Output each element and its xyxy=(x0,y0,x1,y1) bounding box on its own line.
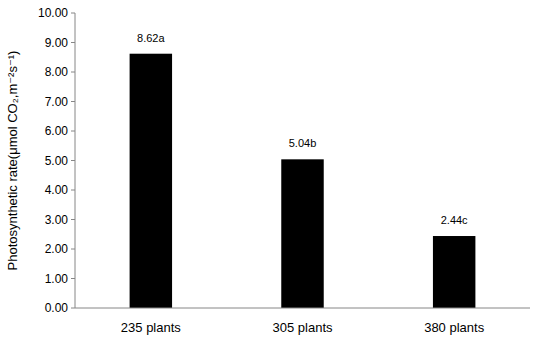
x-tick-label: 380 plants xyxy=(424,320,484,335)
y-tick xyxy=(71,190,75,191)
y-tick-label: 1.00 xyxy=(45,272,69,286)
data-label: 5.04b xyxy=(289,137,317,149)
y-tick-label: 0.00 xyxy=(45,301,69,315)
x-tick-label: 235 plants xyxy=(121,320,181,335)
y-tick-label: 2.00 xyxy=(45,242,69,256)
y-tick-label: 3.00 xyxy=(45,213,69,227)
data-label: 2.44c xyxy=(441,214,468,226)
y-tick xyxy=(71,72,75,73)
y-tick xyxy=(71,160,75,161)
y-tick xyxy=(71,42,75,43)
y-tick-label: 6.00 xyxy=(45,124,69,138)
bar xyxy=(281,159,323,308)
y-tick xyxy=(71,219,75,220)
x-tick-label: 305 plants xyxy=(273,320,333,335)
y-tick xyxy=(71,278,75,279)
y-tick-label: 7.00 xyxy=(45,95,69,109)
y-tick xyxy=(71,101,75,102)
bar xyxy=(130,54,172,308)
y-tick xyxy=(71,13,75,14)
y-tick-label: 4.00 xyxy=(45,183,69,197)
x-axis-line xyxy=(75,308,530,309)
chart-container: 0.00 1.00 2.00 3.00 4.00 5.00 6.00 7.00 8.00 9.00… xyxy=(0,0,538,352)
y-tick-label: 9.00 xyxy=(45,36,69,50)
y-axis-label: Photosynthetic rate(μmol CO₂,m⁻²s⁻¹) xyxy=(5,51,20,271)
y-tick-label: 5.00 xyxy=(45,154,69,168)
chart-svg: 0.00 1.00 2.00 3.00 4.00 5.00 6.00 7.00 8.00 9.00… xyxy=(0,0,538,352)
y-tick xyxy=(71,308,75,309)
data-label: 8.62a xyxy=(137,32,165,44)
y-tick-label: 8.00 xyxy=(45,65,69,79)
y-tick xyxy=(71,131,75,132)
bars xyxy=(130,54,476,308)
bar xyxy=(433,236,475,308)
y-tick xyxy=(71,249,75,250)
y-tick-label: 10.00 xyxy=(38,6,68,20)
